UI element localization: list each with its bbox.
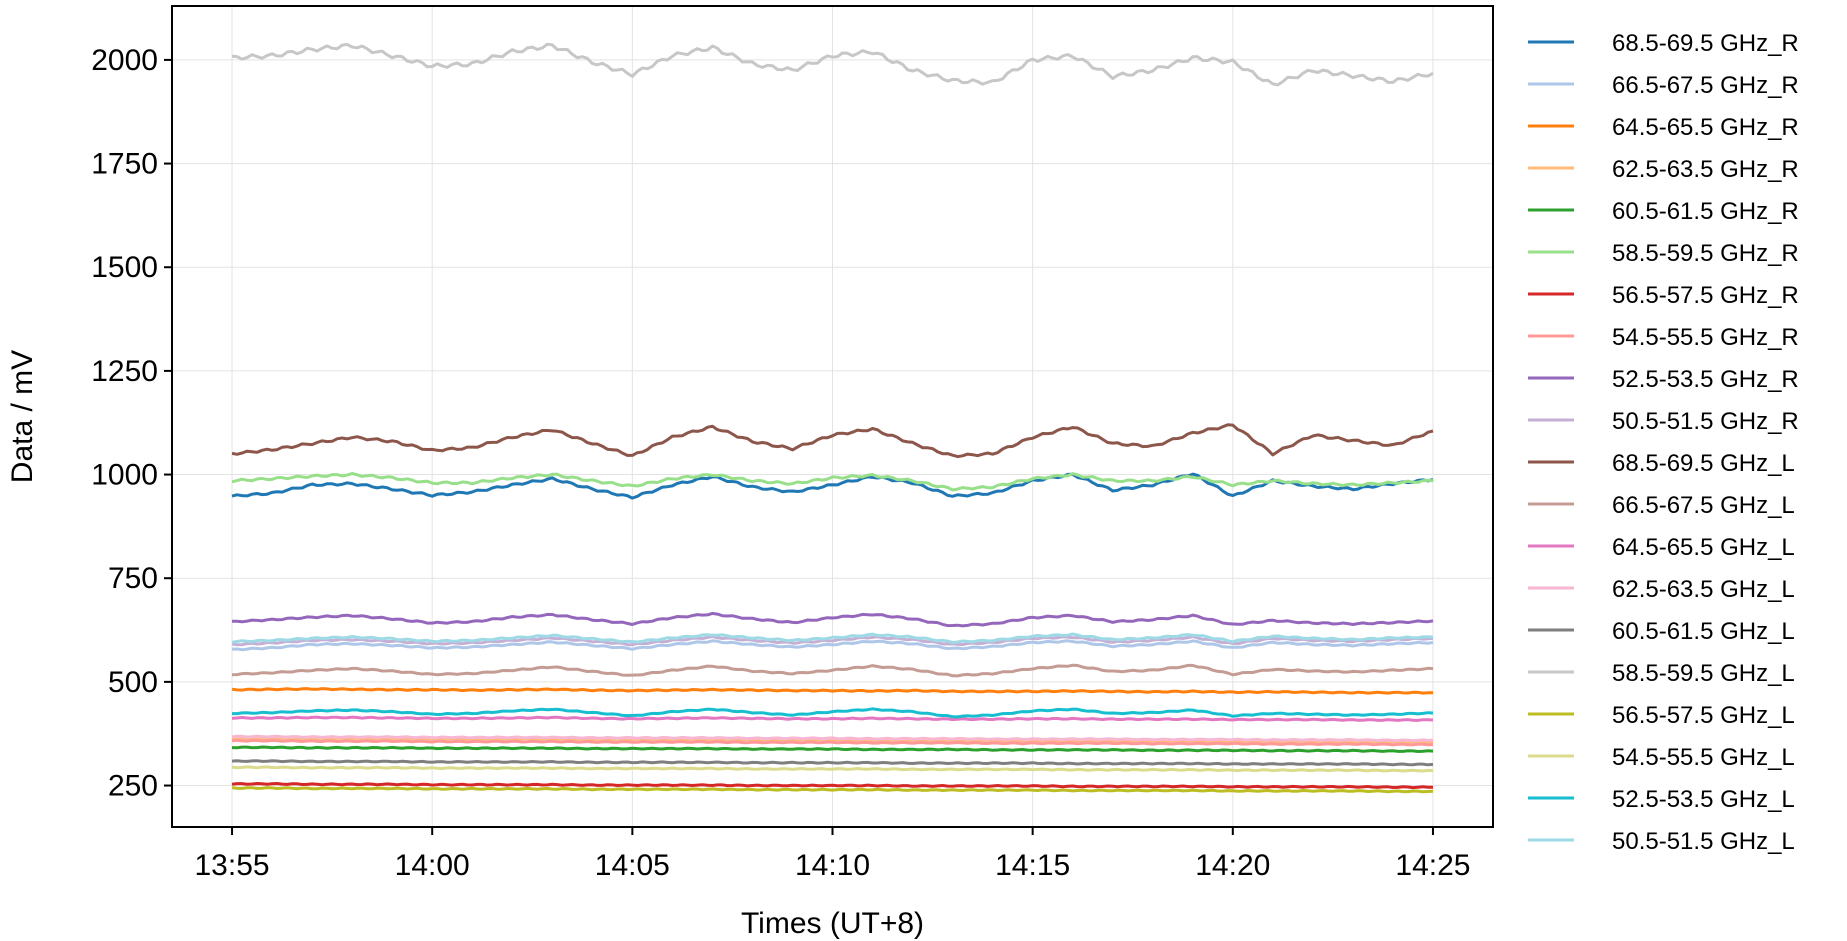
legend-label-15: 60.5-61.5 GHz_L xyxy=(1612,618,1795,645)
y-axis-title: Data / mV xyxy=(6,350,39,483)
legend-label-19: 52.5-53.5 GHz_L xyxy=(1612,786,1795,813)
legend-label-1: 68.5-69.5 GHz_R xyxy=(1612,30,1799,57)
legend-label-17: 56.5-57.5 GHz_L xyxy=(1612,702,1795,729)
series-line-13 xyxy=(231,715,1434,722)
series-line-17 xyxy=(231,786,1434,794)
x-tick-label: 14:00 xyxy=(395,849,470,882)
legend-label-5: 60.5-61.5 GHz_R xyxy=(1612,198,1799,225)
series-line-18 xyxy=(231,765,1434,773)
y-tick-label: 500 xyxy=(108,666,158,699)
legend-label-20: 50.5-51.5 GHz_L xyxy=(1612,828,1795,855)
x-tick-label: 14:25 xyxy=(1395,849,1470,882)
series-line-11 xyxy=(231,423,1434,459)
legend-label-12: 66.5-67.5 GHz_L xyxy=(1612,492,1795,519)
series-line-5 xyxy=(231,745,1434,753)
y-tick-label: 250 xyxy=(108,770,158,803)
series-line-9 xyxy=(232,611,1434,628)
x-tick-label: 14:10 xyxy=(795,849,870,882)
legend-label-7: 56.5-57.5 GHz_R xyxy=(1612,282,1799,309)
y-tick-label: 2000 xyxy=(91,44,158,77)
x-tick-label: 14:15 xyxy=(995,849,1070,882)
y-tick-label: 1250 xyxy=(91,355,158,388)
x-tick-label: 14:20 xyxy=(1195,849,1270,882)
series-line-19 xyxy=(232,707,1434,719)
x-tick-label: 14:05 xyxy=(595,849,670,882)
legend-label-18: 54.5-55.5 GHz_L xyxy=(1612,744,1795,771)
series-line-6 xyxy=(231,472,1434,492)
series-line-20 xyxy=(231,632,1434,645)
series-line-10 xyxy=(231,635,1434,647)
legend-label-2: 66.5-67.5 GHz_R xyxy=(1612,72,1799,99)
x-tick-label: 13:55 xyxy=(195,849,270,882)
legend-label-13: 64.5-65.5 GHz_L xyxy=(1612,534,1795,561)
legend-label-9: 52.5-53.5 GHz_R xyxy=(1612,366,1799,393)
legend-label-14: 62.5-63.5 GHz_L xyxy=(1612,576,1795,603)
series-line-15 xyxy=(231,759,1434,767)
legend-label-16: 58.5-59.5 GHz_L xyxy=(1612,660,1795,687)
legend-label-11: 68.5-69.5 GHz_L xyxy=(1612,450,1795,477)
y-tick-label: 1500 xyxy=(91,251,158,284)
legend-label-6: 58.5-59.5 GHz_R xyxy=(1612,240,1799,267)
y-tick-label: 1000 xyxy=(91,459,158,492)
legend-label-4: 62.5-63.5 GHz_R xyxy=(1612,156,1799,183)
y-tick-label: 1750 xyxy=(91,148,158,181)
x-axis-title: Times (UT+8) xyxy=(741,907,924,940)
y-tick-label: 750 xyxy=(108,562,158,595)
legend-label-3: 64.5-65.5 GHz_R xyxy=(1612,114,1799,141)
legend-label-8: 54.5-55.5 GHz_R xyxy=(1612,324,1799,351)
legend-label-10: 50.5-51.5 GHz_R xyxy=(1612,408,1799,435)
series-line-2 xyxy=(231,639,1434,652)
series-line-8 xyxy=(231,738,1434,747)
series-line-1 xyxy=(231,472,1434,500)
series-line-16 xyxy=(231,42,1434,87)
series-line-3 xyxy=(231,687,1434,695)
series-line-7 xyxy=(231,782,1434,790)
series-line-14 xyxy=(231,734,1434,743)
series-line-12 xyxy=(231,663,1434,678)
